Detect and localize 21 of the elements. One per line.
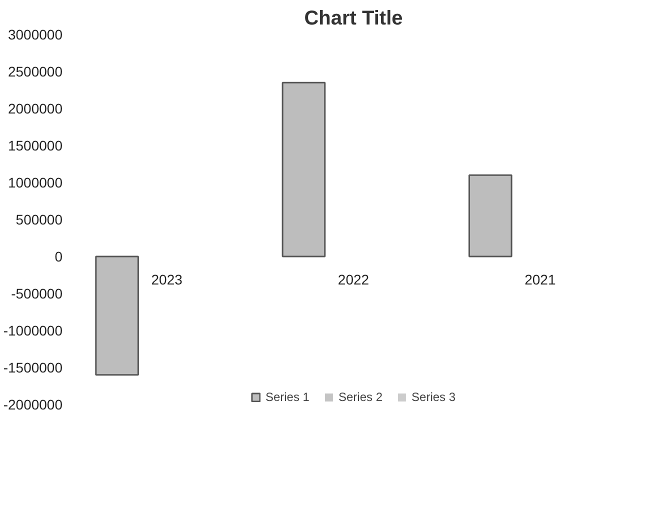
bar — [468, 174, 512, 258]
legend-label: Series 2 — [338, 390, 383, 404]
bar — [282, 82, 326, 258]
y-tick-label: 1500000 — [8, 138, 63, 154]
x-tick-label: 2023 — [151, 272, 183, 288]
y-tick-label: -500000 — [11, 286, 63, 302]
y-tick-label: 1000000 — [8, 174, 63, 190]
y-tick-label: -1000000 — [3, 322, 63, 338]
y-tick-label: 2500000 — [8, 64, 63, 80]
legend-label: Series 3 — [412, 390, 456, 404]
x-tick-label: 2021 — [524, 272, 556, 288]
y-tick-label: 2000000 — [8, 100, 63, 116]
chart-title: Chart Title — [304, 8, 403, 30]
y-tick-label: -1500000 — [3, 360, 63, 376]
bar — [95, 256, 139, 376]
y-tick-label: -2000000 — [3, 396, 63, 412]
legend-label: Series 1 — [265, 390, 310, 404]
x-tick-label: 2022 — [338, 272, 370, 288]
y-tick-label: 500000 — [16, 212, 63, 228]
y-tick-label: 0 — [54, 248, 63, 264]
y-tick-label: 3000000 — [8, 26, 63, 42]
